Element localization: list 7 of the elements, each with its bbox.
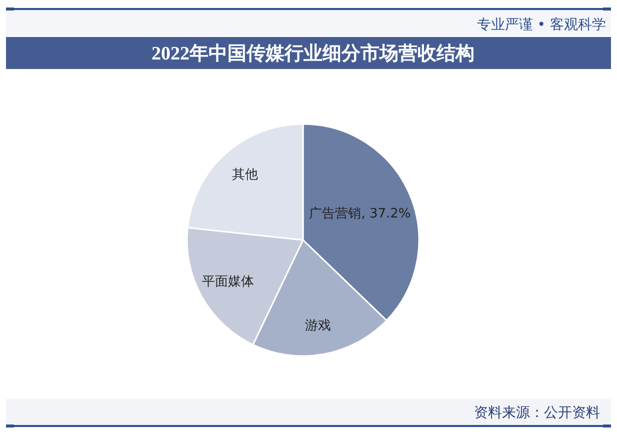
text: 专业严谨 • 客观科学 [476, 17, 606, 33]
chart-title: 2022年中国传媒行业细分市场营收结构 [152, 42, 474, 64]
slice-label: 平面媒体 [202, 274, 254, 290]
slice-label: 其他 [232, 168, 258, 182]
text: 资料来源：公开资料 [474, 405, 600, 421]
slice-label: 广告营销, 37.2% [309, 206, 411, 222]
slice-label: 游戏 [305, 318, 331, 334]
